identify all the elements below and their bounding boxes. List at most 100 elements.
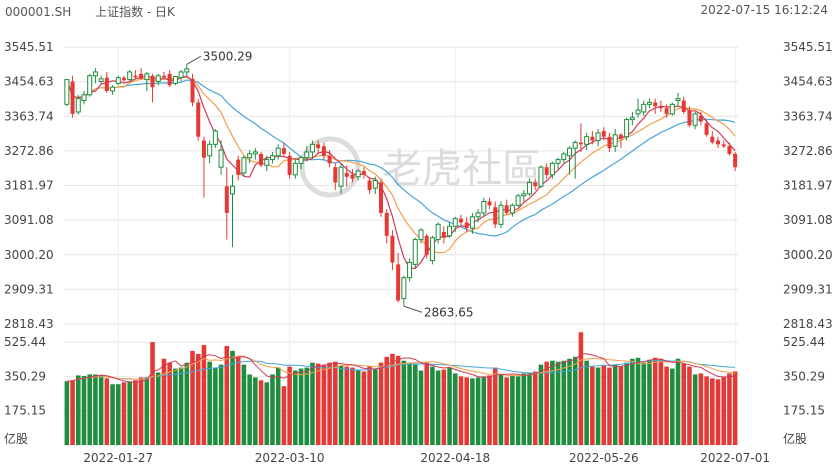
candle-body [481,200,487,214]
candle-body [344,172,349,177]
price-tick-label-right: 3363.74 [783,109,833,123]
volume-bar [544,361,549,445]
candle-body [167,73,172,86]
candle-body [81,94,87,102]
candle-body [115,77,121,84]
price-tick-label-left: 3091.08 [4,213,54,227]
volume-bar [310,362,315,445]
candle-body [527,181,533,195]
volume-bar [538,364,544,445]
candle-body [178,71,184,79]
volume-bar [698,373,704,445]
volume-bar [635,357,641,445]
date-tick-label: 2022-04-18 [420,451,490,465]
volume-bar [447,367,452,445]
volume-bar [184,362,190,445]
volume-axis-right: 525.44 350.29 175.15 亿股 [783,335,825,446]
candle-body [487,201,492,206]
candle-body [87,75,93,96]
candle-body [361,171,366,175]
volume-bar [401,360,407,445]
price-tick-label-right: 3181.97 [783,179,833,193]
candle-body [675,98,681,102]
ma10-line [66,76,736,254]
volume-bar [327,362,332,445]
ma20-line [66,79,736,237]
candle-body [469,216,475,229]
volume-tick-label-left: 525.44 [4,335,46,349]
candle-body [224,186,229,213]
volume-bar [241,364,247,445]
candle-body [704,123,709,135]
volume-bar [504,377,509,445]
candle-body [401,277,407,300]
volume-bar [213,367,218,445]
volume-tick-label-right: 350.29 [783,369,825,383]
candle-body [390,235,395,263]
volume-bar [641,362,647,445]
candle-body [549,162,555,176]
candle-body [64,79,70,105]
moving-averages [66,75,736,270]
volume-bar [452,373,458,445]
candle-body [241,157,247,174]
volume-bar [315,363,321,445]
price-tick-label-left: 3545.51 [4,40,54,54]
candle-body [515,195,521,206]
volume-bar [275,367,281,445]
volume-bar [521,373,527,445]
volume-bar [670,368,675,445]
candle-body [681,100,686,112]
candle-body [161,75,166,78]
candle-body [150,75,155,88]
volume-bar [115,384,121,445]
volume-bar [70,380,75,445]
candle-body [287,155,292,175]
candle-body [104,77,109,92]
date-tick-label: 2022-07-01 [700,451,770,465]
volume-bar [441,369,447,445]
volume-bar [64,381,70,445]
volume-bar [664,366,669,445]
volume-bar [727,373,732,445]
candle-body [653,102,658,107]
price-tick-label-left: 2818.43 [4,317,54,331]
volume-bar [572,356,578,445]
price-tick-label-right: 3000.20 [783,248,833,262]
price-tick-label-right: 2909.31 [783,282,833,296]
volume-bar [590,366,595,445]
candle-body [218,149,224,168]
candle-body [669,103,675,115]
candle-body [447,225,453,237]
candle-body [316,144,321,149]
price-tick-label-left: 3454.63 [4,75,54,89]
candle-body [139,73,144,79]
watermark-logo-icon [299,136,361,198]
candle-body [429,237,435,262]
volume-bar [475,377,481,445]
volume-bar [675,358,681,445]
volume-bar [510,375,515,445]
candle-body [207,143,213,157]
candle-body [264,159,270,166]
candle-body [230,185,235,195]
candle-body [144,73,150,81]
volume-bar [121,382,127,445]
date-tick-label: 2022-01-27 [83,451,153,465]
volume-bar [173,368,178,445]
candle-body [590,136,595,141]
volume-bar [110,384,115,445]
volume-bar [355,370,361,445]
volume-bar [435,370,441,445]
candle-body [121,77,126,81]
candle-body [338,166,344,187]
volume-bar [470,378,475,445]
volume-tick-label-left: 亿股 [4,431,28,446]
volume-bar [498,374,504,445]
volume-bar [195,353,201,445]
volume-bar [338,365,344,445]
candle-body [441,231,446,238]
volume-bar [704,376,709,445]
price-tick-label-right: 3545.51 [783,40,833,54]
